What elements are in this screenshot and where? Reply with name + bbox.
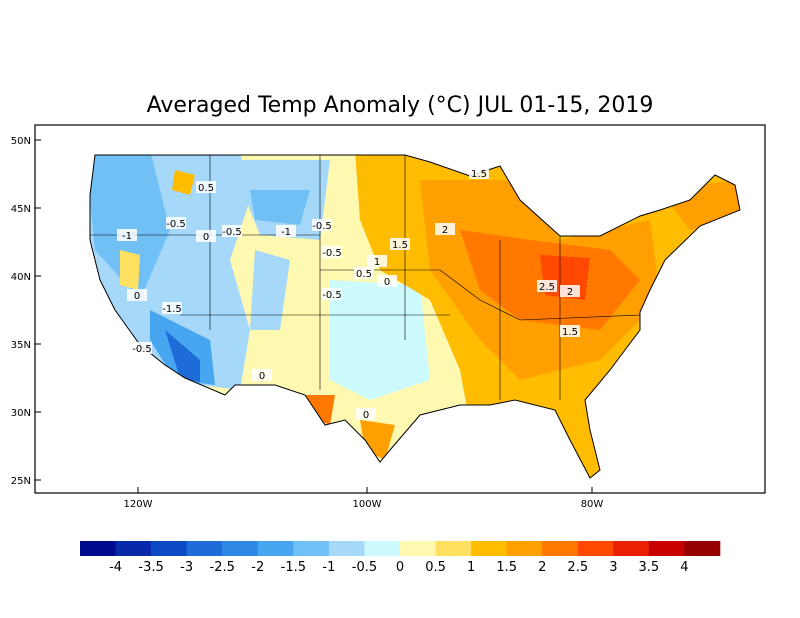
contour-label-bg — [469, 167, 489, 179]
contour-label-bg — [354, 267, 374, 279]
contour-label: -1.5 — [162, 304, 182, 315]
colorbar-swatch — [684, 541, 721, 556]
colorbar-swatch — [400, 541, 436, 556]
colorbar-label: 4 — [680, 560, 688, 575]
colorbar-label: -4 — [109, 560, 122, 575]
lat-label: 35N — [11, 340, 31, 351]
colorbar-label: -3.5 — [138, 560, 163, 575]
colorbar-label: -3 — [180, 560, 193, 575]
lat-label: 50N — [11, 136, 31, 147]
contour-label: 0.5 — [356, 269, 372, 280]
colorbar-swatch — [80, 541, 116, 556]
colorbar-swatch — [648, 541, 685, 556]
colorbar-label: 0 — [396, 560, 404, 575]
contour-label-bg — [252, 369, 272, 381]
colorbar-swatch — [613, 541, 650, 556]
contour-label-bg — [390, 238, 410, 250]
contour-label: 1 — [374, 257, 380, 268]
lat-label: 40N — [11, 272, 31, 283]
contour-label: -1 — [281, 227, 291, 238]
lat-axis: 50N 45N 40N 35N 30N 25N — [11, 136, 41, 487]
contour-label-bg — [435, 223, 455, 235]
contour-label: 1.5 — [562, 327, 578, 338]
contour-label: -0.5 — [222, 227, 242, 238]
colorbar-swatch — [542, 541, 579, 556]
contour-label: -0.5 — [166, 219, 186, 230]
contour-label-bg — [377, 275, 397, 287]
colorbar-label: 2 — [538, 560, 546, 575]
contour-label-bg — [222, 225, 242, 237]
contour-label-bg — [276, 225, 296, 237]
contour-label-bg — [560, 285, 580, 297]
contour-label-bg — [117, 229, 137, 241]
colorbar-label: 3 — [609, 560, 617, 575]
contour-label-bg — [356, 408, 376, 420]
colorbar-swatch — [364, 541, 401, 556]
contour-label: 0 — [384, 277, 390, 288]
colorbar-swatch — [506, 541, 543, 556]
colorbar-label: 0.5 — [425, 560, 446, 575]
colorbar-label: -0.5 — [352, 560, 377, 575]
contour-label: 1.5 — [392, 240, 408, 251]
colorbar-swatch — [115, 541, 152, 556]
colorbar-swatch — [222, 541, 259, 556]
contour-label-bg — [560, 325, 580, 337]
contour-label-bg — [322, 288, 342, 300]
contour-label: -0.5 — [132, 344, 152, 355]
contour-label: 0.5 — [198, 183, 214, 194]
map-title: Averaged Temp Anomaly (°C) JUL 01-15, 20… — [147, 93, 654, 118]
lon-axis: 120W 100W 80W — [124, 487, 604, 510]
contour-label: -1 — [122, 231, 132, 242]
contour-label: 1.5 — [471, 169, 487, 180]
contour-label: 0 — [363, 410, 369, 421]
contour-label-bg — [322, 246, 342, 258]
lat-label: 25N — [11, 476, 31, 487]
colorbar-swatch — [328, 541, 365, 556]
lon-label: 120W — [124, 499, 153, 510]
contour-label: -0.5 — [322, 248, 342, 259]
contour-label: 0 — [203, 232, 209, 243]
contour-label: 0 — [134, 291, 140, 302]
contour-label-bg — [367, 255, 387, 267]
contour-label-bg — [537, 280, 557, 292]
contour-label: -0.5 — [312, 221, 332, 232]
contour-label-bg — [166, 217, 186, 229]
contour-label-bg — [162, 302, 182, 314]
colorbar-label: -2.5 — [210, 560, 235, 575]
colorbar-label: -1 — [322, 560, 335, 575]
contour-label: 2.5 — [539, 282, 555, 293]
contour-label-bg — [196, 181, 216, 193]
colorbar-swatch — [186, 541, 223, 556]
colorbar-label: 2.5 — [567, 560, 588, 575]
contour-label: -0.5 — [322, 290, 342, 301]
colorbar-swatch — [471, 541, 507, 556]
lat-label: 30N — [11, 408, 31, 419]
lon-label: 100W — [353, 499, 382, 510]
contour-label-bg — [127, 289, 147, 301]
colorbar-swatch — [577, 541, 614, 556]
colorbar-label: 1 — [467, 560, 475, 575]
colorbar-swatch — [257, 541, 294, 556]
contour-labels: 0.5 -0.5 0 -0.5 -1 -0.5 -1 0 -1.5 -0.5 0 1.5 2 1.5 -0.… — [117, 167, 580, 421]
colorbar-label: 3.5 — [639, 560, 660, 575]
contour-label-bg — [196, 230, 216, 242]
colorbar-label: -1.5 — [281, 560, 306, 575]
map-frame — [34, 124, 766, 494]
contour-label: 2 — [442, 225, 448, 236]
contour-label-bg — [132, 342, 152, 354]
colorbar-label: 1.5 — [496, 560, 517, 575]
contour-label-bg — [312, 219, 332, 231]
colorbar-swatch — [151, 541, 187, 556]
contour-label: 2 — [567, 287, 573, 298]
contour-label: 0 — [259, 371, 265, 382]
colorbar-label: -2 — [251, 560, 264, 575]
lat-label: 45N — [11, 204, 31, 215]
colorbar: -4 -3.5 -3 -2.5 -2 -1.5 -1 -0.5 0 0.5 1 1.5 2 2.5 3 3.5… — [80, 541, 721, 575]
colorbar-swatch — [293, 541, 330, 556]
lon-label: 80W — [581, 499, 604, 510]
colorbar-swatch — [435, 541, 472, 556]
